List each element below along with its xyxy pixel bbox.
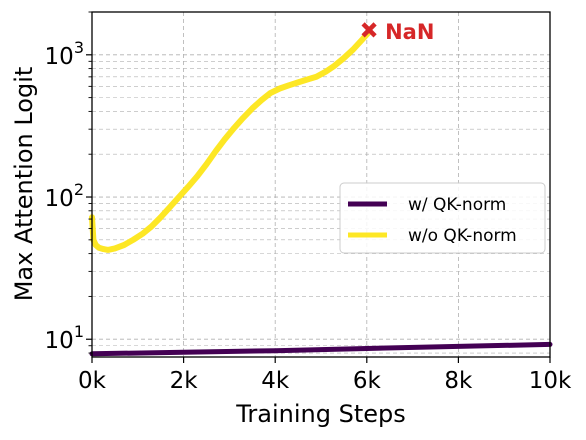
annotations: NaN xyxy=(361,20,434,44)
nan-label: NaN xyxy=(385,20,434,44)
x-tick-label: 0k xyxy=(78,368,107,394)
nan-marker xyxy=(361,22,377,38)
x-tick-label: 2k xyxy=(170,368,199,394)
x-axis-label: Training Steps xyxy=(235,400,405,428)
y-tick-label: 102 xyxy=(45,180,84,212)
series-group xyxy=(89,28,553,357)
legend-box xyxy=(339,182,546,254)
y-tick-label: 101 xyxy=(45,322,84,354)
nan-marker-stroke xyxy=(361,22,377,38)
x-tick-label: 6k xyxy=(353,368,382,394)
x-tick-label: 8k xyxy=(444,368,473,394)
legend-label-no-qk-norm: w/o QK-norm xyxy=(408,226,517,246)
x-tick-label: 10k xyxy=(529,368,572,394)
y-axis: 101 102 103 xyxy=(45,11,92,354)
x-tick-label: 4k xyxy=(261,368,290,394)
legend: w/ QK-norm w/o QK-norm xyxy=(339,182,546,254)
series-line-qk-norm xyxy=(89,341,553,357)
x-axis: 0k 2k 4k 6k 8k 10k xyxy=(78,357,572,394)
series-line-no-qk-norm xyxy=(89,28,373,253)
plot-frame xyxy=(91,11,551,358)
legend-label-qk-norm: w/ QK-norm xyxy=(408,195,506,215)
y-tick-label: 103 xyxy=(45,38,84,70)
y-axis-label: Max Attention Logit xyxy=(10,67,38,302)
